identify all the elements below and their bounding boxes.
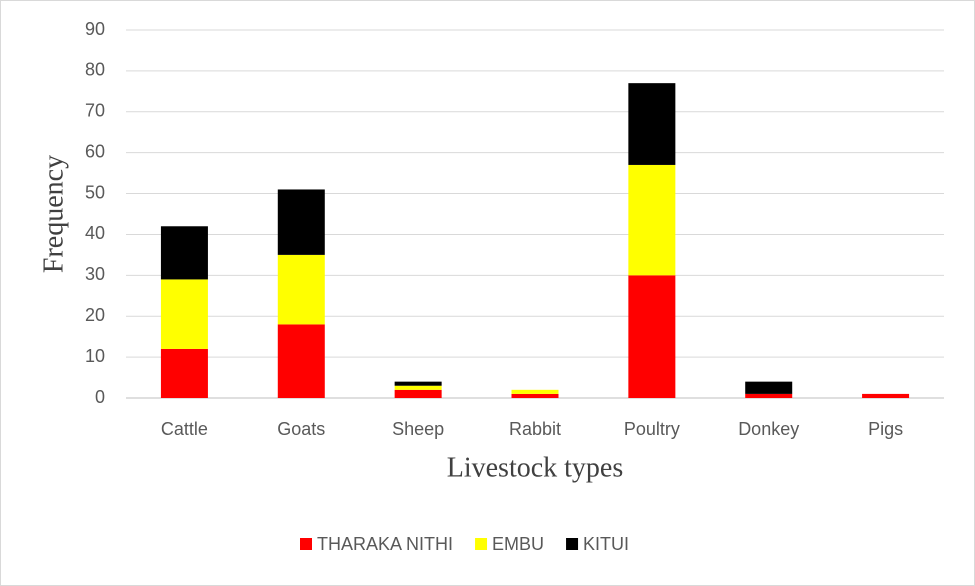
legend-label: KITUI (583, 534, 629, 554)
y-tick-label: 20 (85, 305, 105, 325)
legend-swatch (475, 538, 488, 550)
y-tick-label: 30 (85, 264, 105, 284)
y-tick-label: 90 (85, 19, 105, 39)
legend-swatch (566, 538, 579, 550)
bar-segment (511, 393, 559, 398)
x-tick-label: Donkey (738, 419, 799, 439)
x-tick-label: Poultry (624, 419, 680, 439)
bar-segment (394, 381, 442, 386)
bar-segment (745, 393, 793, 398)
bar-segment (277, 324, 325, 398)
bar-segment (862, 393, 910, 398)
x-tick-label: Cattle (161, 419, 208, 439)
x-axis-label: Livestock types (447, 452, 624, 483)
y-axis-label: Frequency (38, 155, 69, 273)
x-tick-label: Goats (277, 419, 325, 439)
y-tick-label: 70 (85, 101, 105, 121)
bar-segment (394, 389, 442, 398)
legend-swatch (300, 538, 312, 550)
x-tick-label: Sheep (392, 419, 444, 439)
y-tick-label: 0 (95, 387, 105, 407)
bar-segment (628, 164, 676, 276)
bar-segment (160, 348, 208, 398)
bar-segment (394, 385, 442, 390)
x-tick-label: Pigs (868, 419, 903, 439)
y-tick-label: 40 (85, 223, 105, 243)
legend-label: THARAKA NITHI (317, 534, 453, 554)
bar-segment (277, 254, 325, 325)
y-tick-label: 50 (85, 182, 105, 202)
y-tick-label: 10 (85, 346, 105, 366)
bar-segment (745, 381, 793, 394)
x-tick-label: Rabbit (509, 419, 561, 439)
bar-segment (160, 226, 208, 280)
y-tick-label: 80 (85, 60, 105, 80)
y-tick-label: 60 (85, 141, 105, 161)
bar-segment (160, 279, 208, 349)
bar-segment (511, 389, 559, 394)
bar-segment (628, 83, 676, 165)
legend-label: EMBU (492, 534, 544, 554)
bar-segment (628, 275, 676, 398)
bar-segment (277, 189, 325, 255)
